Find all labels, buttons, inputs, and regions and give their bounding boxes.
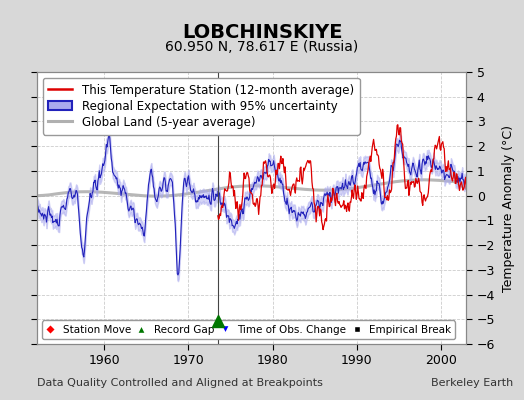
Text: Data Quality Controlled and Aligned at Breakpoints: Data Quality Controlled and Aligned at B… — [37, 378, 323, 388]
Text: 60.950 N, 78.617 E (Russia): 60.950 N, 78.617 E (Russia) — [166, 40, 358, 54]
Text: LOBCHINSKIYE: LOBCHINSKIYE — [182, 23, 342, 42]
Y-axis label: Temperature Anomaly (°C): Temperature Anomaly (°C) — [502, 124, 515, 292]
Text: Berkeley Earth: Berkeley Earth — [431, 378, 514, 388]
Legend: Station Move, Record Gap, Time of Obs. Change, Empirical Break: Station Move, Record Gap, Time of Obs. C… — [42, 320, 455, 339]
